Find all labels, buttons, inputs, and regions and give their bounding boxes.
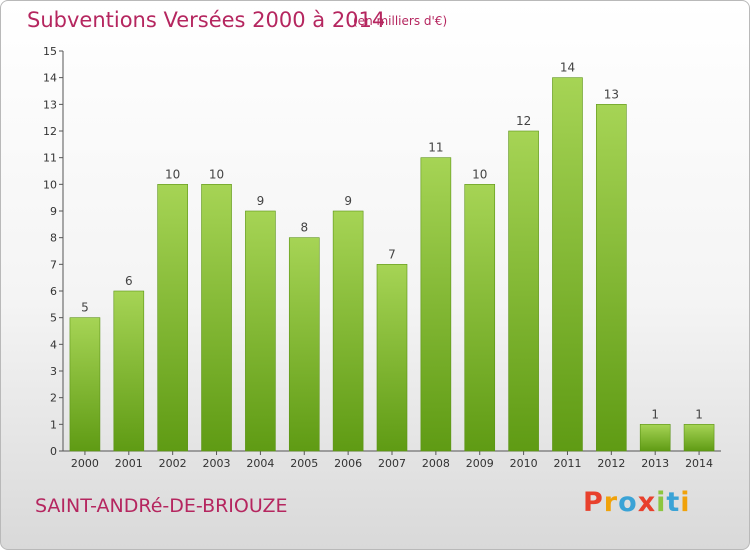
x-tick-label-2011: 2011 [553, 457, 581, 470]
chart-title: Subventions Versées 2000 à 2014 [27, 8, 386, 32]
y-tick-label: 7 [50, 258, 57, 271]
y-tick-label: 8 [50, 232, 57, 245]
x-tick-label-2006: 2006 [334, 457, 362, 470]
logo-letter: P [583, 487, 604, 518]
data-label-2010: 12 [516, 114, 531, 128]
y-tick-label: 15 [43, 45, 57, 58]
x-tick-label-2005: 2005 [290, 457, 318, 470]
logo-letter: i [680, 487, 691, 518]
bar-2007 [376, 264, 408, 452]
bar-2014 [683, 424, 715, 452]
y-tick-label: 2 [50, 392, 57, 405]
y-tick-label: 5 [50, 312, 57, 325]
logo-letter: x [637, 487, 657, 518]
x-tick-label-2009: 2009 [466, 457, 494, 470]
bar-2001 [113, 290, 145, 452]
y-tick-label: 10 [43, 178, 57, 191]
y-tick-label: 1 [50, 418, 57, 431]
bar-2012 [596, 104, 627, 452]
proxiti-logo: Proxiti [583, 487, 691, 518]
x-tick-label-2008: 2008 [422, 457, 450, 470]
bar-2003 [201, 184, 232, 452]
y-tick-label: 9 [50, 205, 57, 218]
bar-2002 [157, 184, 188, 452]
data-label-2002: 10 [165, 167, 180, 181]
bar-2013 [639, 424, 671, 452]
logo-letter: o [618, 487, 638, 518]
y-tick-label: 13 [43, 98, 57, 111]
x-tick-label-2007: 2007 [378, 457, 406, 470]
logo-letter: t [666, 487, 681, 518]
x-tick-label-2002: 2002 [159, 457, 187, 470]
bar-2006 [332, 210, 364, 452]
bar-2005 [288, 237, 320, 452]
y-tick-label: 11 [43, 152, 57, 165]
bar-2000 [69, 317, 101, 452]
y-tick-label: 12 [43, 125, 57, 138]
data-label-2012: 13 [604, 87, 619, 101]
data-label-2001: 6 [125, 274, 133, 288]
x-tick-label-2014: 2014 [685, 457, 713, 470]
bars [69, 77, 715, 452]
y-tick-label: 3 [50, 365, 57, 378]
y-tick-label: 14 [43, 72, 57, 85]
x-tick-label-2004: 2004 [246, 457, 274, 470]
data-label-2000: 5 [81, 301, 89, 315]
bar-2009 [464, 184, 496, 452]
data-label-2005: 8 [300, 221, 308, 235]
logo-letter: r [603, 487, 619, 518]
data-label-2007: 7 [388, 247, 396, 261]
logo-letter: i [656, 487, 667, 518]
data-label-2011: 14 [560, 61, 575, 75]
x-tick-labels: 2000 2001 2002 2003 2004 2005 2006 2007 2008 2009… [71, 457, 713, 470]
data-label-2014: 1 [695, 407, 703, 421]
bar-2004 [245, 210, 276, 452]
data-label-2003: 10 [209, 167, 224, 181]
x-tick-label-2003: 2003 [203, 457, 231, 470]
bar-2011 [552, 77, 583, 452]
bar-2008 [420, 157, 452, 452]
data-label-2006: 9 [344, 194, 352, 208]
x-tick-label-2012: 2012 [597, 457, 625, 470]
x-tick-label-2010: 2010 [510, 457, 538, 470]
x-tick-label-2013: 2013 [641, 457, 669, 470]
data-label-2009: 10 [472, 167, 487, 181]
data-label-2008: 11 [428, 141, 443, 155]
bar-2010 [508, 130, 539, 452]
y-tick-label: 6 [50, 285, 57, 298]
x-tick-label-2001: 2001 [115, 457, 143, 470]
x-tick-label-2000: 2000 [71, 457, 99, 470]
data-label-2004: 9 [257, 194, 265, 208]
y-tick-label: 0 [50, 445, 57, 458]
chart-subtitle: (en milliers d'€) [353, 14, 448, 28]
commune-name: SAINT-ANDRé-DE-BRIOUZE [35, 495, 288, 517]
data-label-2013: 1 [651, 407, 659, 421]
y-tick-label: 4 [50, 338, 57, 351]
